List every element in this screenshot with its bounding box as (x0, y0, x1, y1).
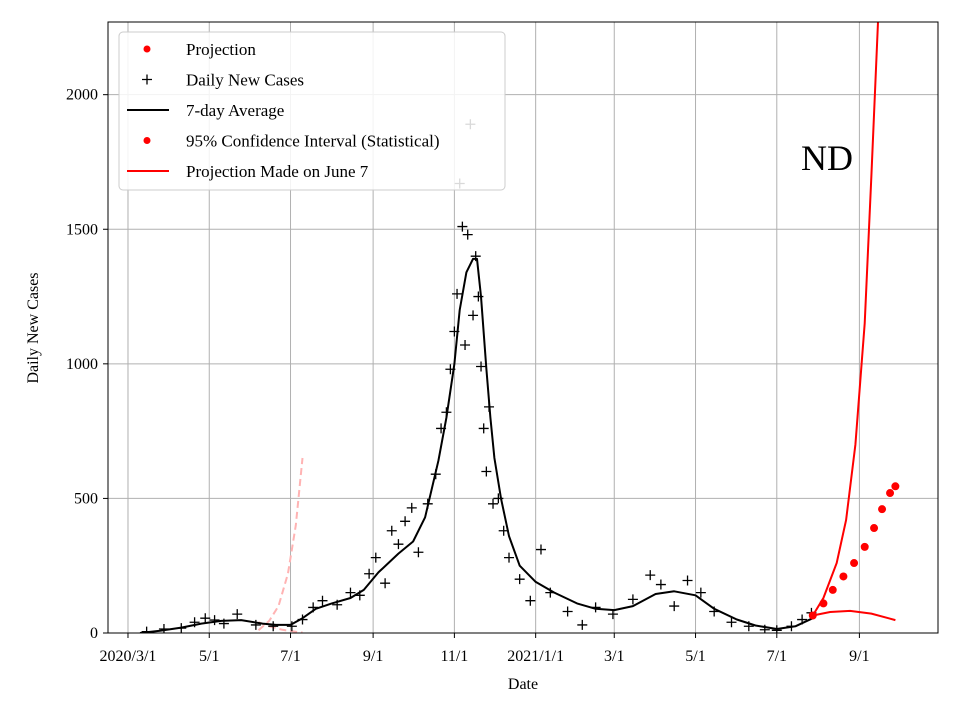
x-tick-label: 2020/3/1 (100, 648, 157, 665)
daily-case-marker (400, 516, 411, 527)
projection-marker (828, 585, 837, 594)
daily-case-marker (413, 547, 424, 558)
projection-marker (878, 505, 887, 514)
daily-case-marker (682, 575, 693, 586)
daily-case-marker (457, 221, 468, 232)
x-tick-label: 7/1 (767, 648, 787, 665)
y-tick-label: 0 (90, 625, 98, 642)
plot-area (139, 22, 900, 633)
projection-marker (808, 611, 817, 620)
daily-case-marker (478, 423, 489, 434)
daily-case-marker (452, 288, 463, 299)
legend: Projection Daily New Cases 7-day Average 95… (118, 31, 506, 191)
daily-case-marker (695, 587, 706, 598)
projection-marker (839, 572, 848, 581)
legend-plus-marker (142, 74, 152, 85)
daily-case-marker (504, 552, 515, 563)
daily-case-marker (317, 595, 328, 606)
daily-case-marker (380, 578, 391, 589)
y-axis-label: Daily New Cases (25, 272, 42, 383)
legend-dot-marker (143, 45, 151, 53)
ci-upper-line (811, 22, 879, 617)
daily-case-marker (669, 601, 680, 612)
legend-label: Daily New Cases (186, 71, 304, 90)
y-tick-label: 1500 (66, 221, 98, 238)
legend-dot-marker (143, 137, 151, 144)
daily-case-marker (562, 606, 573, 617)
daily-case-marker (364, 568, 375, 579)
legend-label: 95% Confidence Interval (Statistical) (186, 132, 440, 151)
daily-case-marker (468, 310, 479, 321)
daily-case-marker (209, 615, 220, 626)
legend-label: Projection Made on June 7 (186, 162, 369, 181)
legend-label: Projection (186, 40, 256, 59)
daily-case-marker (286, 621, 297, 632)
daily-case-marker (514, 574, 525, 585)
ci-lower-line (812, 609, 896, 622)
y-tick-label: 2000 (66, 87, 98, 104)
daily-case-marker (535, 544, 546, 555)
x-tick-label: 7/1 (280, 648, 300, 665)
daily-case-marker (627, 594, 638, 605)
x-tick-label: 2021/1/1 (507, 648, 564, 665)
projection-marker (870, 524, 879, 533)
daily-case-marker (771, 625, 782, 633)
daily-case-marker (200, 613, 211, 624)
x-tick-label: 5/1 (199, 648, 219, 665)
x-axis-label: Date (508, 676, 538, 693)
projection-marker (886, 489, 895, 498)
daily-case-marker (345, 587, 356, 598)
x-tick-label: 9/1 (363, 648, 383, 665)
june7-projection-upper (257, 457, 304, 632)
daily-case-marker (406, 502, 417, 513)
legend-box (118, 31, 506, 191)
projection-marker (891, 482, 900, 491)
projection-marker (819, 599, 828, 608)
daily-case-marker (370, 552, 381, 563)
daily-case-marker (645, 570, 656, 581)
june7-projection-lower (258, 621, 303, 633)
seven-day-average-line (139, 257, 814, 633)
x-tick-label: 3/1 (604, 648, 624, 665)
y-tick-label: 500 (74, 490, 98, 507)
daily-case-marker (268, 621, 279, 632)
daily-case-marker (481, 466, 492, 477)
daily-case-marker (460, 339, 471, 350)
daily-case-marker (655, 579, 666, 590)
x-tick-label: 11/1 (440, 648, 468, 665)
x-tick-label: 9/1 (849, 648, 869, 665)
plot-frame (107, 21, 939, 634)
projection-marker (860, 542, 869, 551)
daily-case-marker (476, 361, 487, 372)
axis-ticks: 2020/3/1 5/1 7/1 9/1 11/1 2021/1/1 3/1 5/1 7/1 9/… (66, 87, 870, 665)
projection-marker (850, 559, 859, 568)
daily-case-marker (525, 595, 536, 606)
x-tick-label: 5/1 (685, 648, 705, 665)
daily-case-marker (488, 498, 499, 509)
daily-case-marker (393, 539, 404, 550)
y-tick-label: 1000 (66, 356, 98, 373)
daily-case-marker (726, 617, 737, 628)
daily-case-marker (386, 525, 397, 536)
legend-label: 7-day Average (186, 101, 284, 120)
state-annotation: ND (801, 138, 853, 178)
daily-case-marker (577, 619, 588, 630)
daily-case-marker (232, 609, 243, 620)
daily-case-marker (462, 229, 473, 240)
